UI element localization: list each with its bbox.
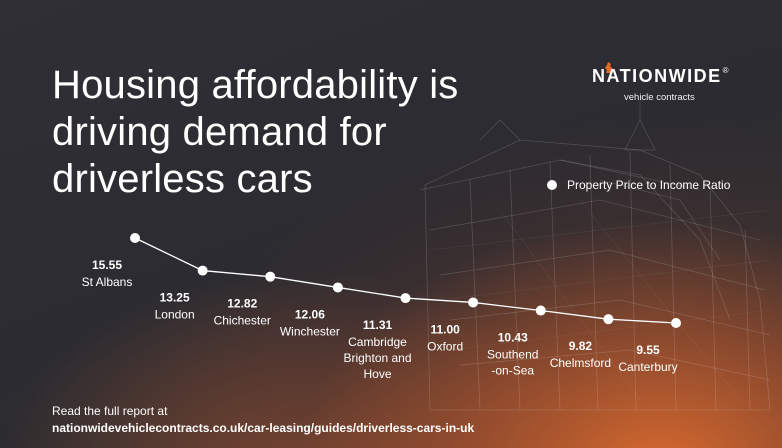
uk-map-icon [605, 62, 613, 73]
data-point [197, 265, 208, 276]
data-value-label: 10.43 [498, 331, 528, 345]
category-label: Chichester [214, 314, 271, 328]
category-label: London [155, 308, 195, 322]
category-label: -on-Sea [491, 364, 534, 378]
data-value-label: 15.55 [92, 258, 122, 272]
chart-legend: Property Price to Income Ratio [547, 178, 730, 192]
page-title: Housing affordability is driving demand … [52, 63, 459, 201]
registered-mark: ® [722, 66, 731, 75]
data-point [535, 305, 546, 316]
data-point [400, 293, 411, 304]
category-label: St Albans [82, 275, 133, 289]
category-label: Winchester [280, 324, 340, 338]
legend-label: Property Price to Income Ratio [567, 178, 731, 192]
nationwide-logo: NATIONWIDE® vehicle contracts [592, 62, 742, 108]
data-point [603, 314, 614, 325]
data-value-label: 11.00 [430, 322, 460, 336]
category-label: Canterbury [618, 360, 677, 374]
data-point [671, 318, 681, 328]
data-point [130, 233, 140, 243]
category-label: Brighton and [343, 351, 411, 365]
logo-wordmark-text: NATIONWIDE [592, 66, 722, 86]
logo-tagline: vehicle contracts [624, 92, 695, 103]
footer-intro: Read the full report at [52, 404, 168, 418]
category-label: Southend [487, 348, 538, 362]
footer: Read the full report at nationwidevehicl… [52, 403, 474, 437]
data-point [332, 282, 343, 293]
data-value-label: 12.06 [295, 307, 325, 321]
data-value-label: 11.31 [363, 318, 393, 332]
data-value-label: 12.82 [227, 297, 257, 311]
category-label: Chelmsford [550, 356, 611, 370]
data-value-label: 13.25 [160, 291, 190, 305]
data-value-label: 9.82 [569, 339, 593, 353]
category-label: Cambridge [348, 335, 407, 349]
series-line [134, 237, 677, 324]
data-value-label: 9.55 [636, 343, 660, 357]
logo-wordmark: NATIONWIDE® [592, 66, 730, 87]
data-point [468, 297, 479, 308]
category-label: Oxford [427, 339, 463, 353]
report-link[interactable]: nationwidevehiclecontracts.co.uk/car-lea… [52, 421, 475, 435]
data-point [265, 271, 276, 282]
category-label: Hove [363, 367, 391, 381]
legend-marker [547, 180, 557, 190]
